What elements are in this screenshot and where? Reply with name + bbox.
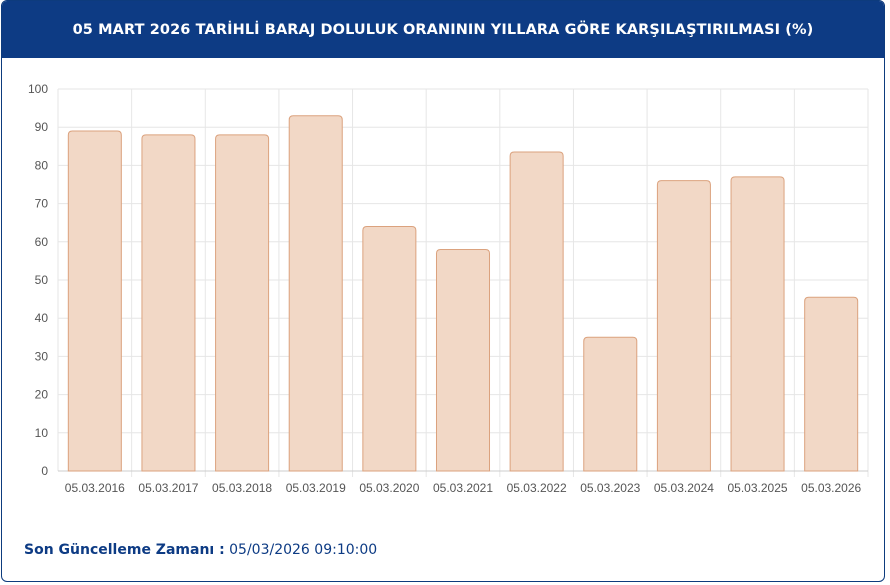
bar: [67, 130, 122, 472]
chart-title: 05 MART 2026 TARİHLİ BARAJ DOLULUK ORANI…: [72, 21, 814, 38]
x-tick-label: 05.03.2025: [728, 481, 788, 495]
bar: [656, 180, 711, 472]
bar: [362, 226, 417, 472]
last-updated-label: Son Güncelleme Zamanı :: [24, 542, 225, 558]
y-tick-label: 40: [35, 311, 49, 325]
bar: [583, 336, 638, 472]
y-tick-label: 50: [35, 273, 49, 287]
x-tick-label: 05.03.2024: [654, 481, 714, 495]
bar: [215, 134, 270, 472]
bar: [730, 176, 785, 472]
last-updated-value: 05/03/2026 09:10:00: [229, 542, 378, 558]
x-tick-label: 05.03.2018: [212, 481, 272, 495]
y-tick-label: 20: [35, 388, 49, 402]
y-tick-label: 10: [35, 426, 49, 440]
x-tick-label: 05.03.2022: [507, 481, 567, 495]
y-tick-label: 100: [28, 82, 48, 96]
y-tick-label: 60: [35, 235, 49, 249]
y-tick-label: 30: [35, 349, 49, 363]
bar: [141, 134, 196, 472]
y-tick-label: 70: [35, 197, 49, 211]
chart-area: 0 10 20 30 40 50 60 70 80 90 100 05.03.2016 05.03.20…: [2, 58, 884, 508]
y-tick-label: 80: [35, 158, 49, 172]
bar: [804, 296, 859, 472]
chart-header: 05 MART 2026 TARİHLİ BARAJ DOLULUK ORANI…: [2, 1, 884, 58]
x-tick-label: 05.03.2020: [359, 481, 419, 495]
x-tick-label: 05.03.2016: [65, 481, 125, 495]
last-updated: Son Güncelleme Zamanı : 05/03/2026 09:10…: [24, 542, 377, 558]
y-tick-label: 0: [41, 464, 48, 478]
x-tick-label: 05.03.2019: [286, 481, 346, 495]
y-tick-label: 90: [35, 120, 49, 134]
bar: [509, 151, 564, 472]
x-tick-label: 05.03.2017: [138, 481, 198, 495]
x-tick-label: 05.03.2026: [801, 481, 861, 495]
bar-chart: 0 10 20 30 40 50 60 70 80 90 100 05.03.2016 05.03.20…: [28, 82, 869, 495]
x-tick-label: 05.03.2023: [580, 481, 640, 495]
bar: [435, 248, 491, 472]
bar: [288, 115, 343, 472]
x-tick-label: 05.03.2021: [433, 481, 493, 495]
